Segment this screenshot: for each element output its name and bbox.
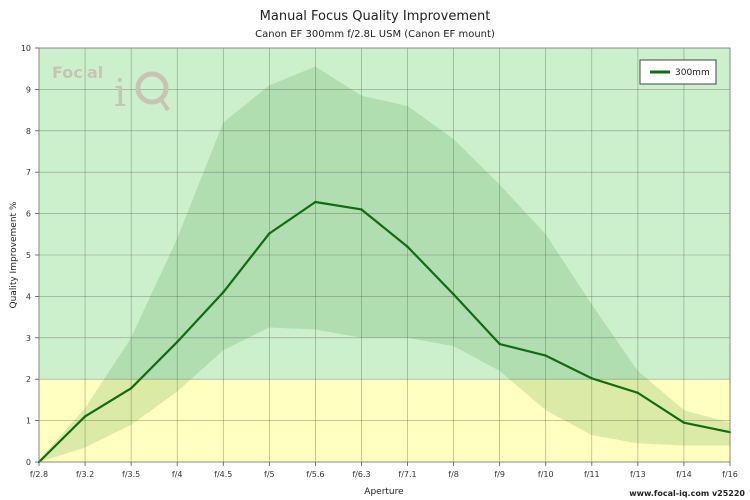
y-tick-label-8: 8 xyxy=(26,127,31,136)
data-point-300mm-f8 xyxy=(452,293,455,296)
y-tick-label-9: 9 xyxy=(26,85,31,94)
data-point-300mm-f6.3 xyxy=(360,208,363,211)
data-point-300mm-f9 xyxy=(498,342,501,346)
x-tick-label-f3.2: f/3.2 xyxy=(76,470,94,479)
series-lines xyxy=(37,200,732,464)
logo-text-al: al xyxy=(87,63,103,82)
y-axis-label: Quality Improvement % xyxy=(9,201,19,308)
logo-q-icon xyxy=(135,71,169,105)
data-point-300mm-f5 xyxy=(268,232,271,235)
x-axis-label: Aperture xyxy=(364,487,404,497)
logo-text-foc: Foc xyxy=(52,63,83,82)
y-tick-label-6: 6 xyxy=(26,210,31,219)
x-tick-label-f5: f/5 xyxy=(264,470,275,479)
y-tick-label-10: 10 xyxy=(21,44,31,53)
focal-iq-logo: Foc al i xyxy=(52,63,170,115)
data-point-300mm-f10 xyxy=(544,354,547,357)
x-tick-label-f6.3: f/6.3 xyxy=(352,470,370,479)
x-tick-label-f11: f/11 xyxy=(584,470,600,479)
x-axis-ticks: f/2.8 f/3.2 f/3.5 f/4 f/4.5 f/5 f/5.6 f/6.3 f/7.… xyxy=(30,462,738,479)
x-tick-label-f4.5: f/4.5 xyxy=(214,470,232,479)
logo-text-i: i xyxy=(114,71,126,115)
data-point-300mm-f4 xyxy=(176,340,179,344)
x-tick-label-f5.6: f/5.6 xyxy=(306,470,324,479)
x-tick-label-f4: f/4 xyxy=(172,470,183,479)
x-tick-label-f9: f/9 xyxy=(494,470,505,479)
data-point-300mm-f4.5 xyxy=(222,291,225,294)
x-tick-label-f2.8: f/2.8 xyxy=(30,470,48,479)
chart-subtitle: Canon EF 300mm f/2.8L USM (Canon EF moun… xyxy=(255,29,495,40)
logo-q-tail xyxy=(158,96,170,112)
y-tick-label-3: 3 xyxy=(26,334,31,343)
chart-title: Manual Focus Quality Improvement xyxy=(260,9,491,24)
x-tick-label-f8: f/8 xyxy=(448,470,459,479)
legend: 300mm xyxy=(639,59,717,85)
y-tick-label-4: 4 xyxy=(26,292,31,301)
data-point-300mm-f14 xyxy=(682,421,686,424)
x-tick-label-f16: f/16 xyxy=(722,470,738,479)
y-tick-label-5: 5 xyxy=(26,251,31,260)
data-point-300mm-f11 xyxy=(590,377,593,380)
x-tick-label-f7.1: f/7.1 xyxy=(398,470,416,479)
x-tick-label-f3.5: f/3.5 xyxy=(122,470,140,479)
y-tick-label-2: 2 xyxy=(26,375,31,384)
legend-label-300mm: 300mm xyxy=(675,68,710,78)
x-tick-label-f13: f/13 xyxy=(630,470,646,479)
data-point-300mm-f7.1 xyxy=(406,245,409,248)
y-tick-label-0: 0 xyxy=(26,458,31,467)
data-point-300mm-f3.5 xyxy=(129,387,133,390)
data-point-300mm-f3.2 xyxy=(83,415,87,418)
series-line-300mm xyxy=(38,200,731,463)
data-point-300mm-f5.6 xyxy=(314,200,317,204)
x-tick-label-f10: f/10 xyxy=(538,470,554,479)
footer-credit: www.focal-iq.com v25220 xyxy=(629,489,745,498)
band-area xyxy=(39,66,730,462)
data-point-300mm-f13 xyxy=(636,391,640,395)
y-tick-label-7: 7 xyxy=(26,168,31,177)
y-axis-ticks: 0 1 2 3 4 5 6 7 8 9 10 xyxy=(21,44,39,467)
y-tick-label-1: 1 xyxy=(26,417,31,426)
confidence-band xyxy=(39,66,730,462)
x-tick-label-f14: f/14 xyxy=(676,470,692,479)
